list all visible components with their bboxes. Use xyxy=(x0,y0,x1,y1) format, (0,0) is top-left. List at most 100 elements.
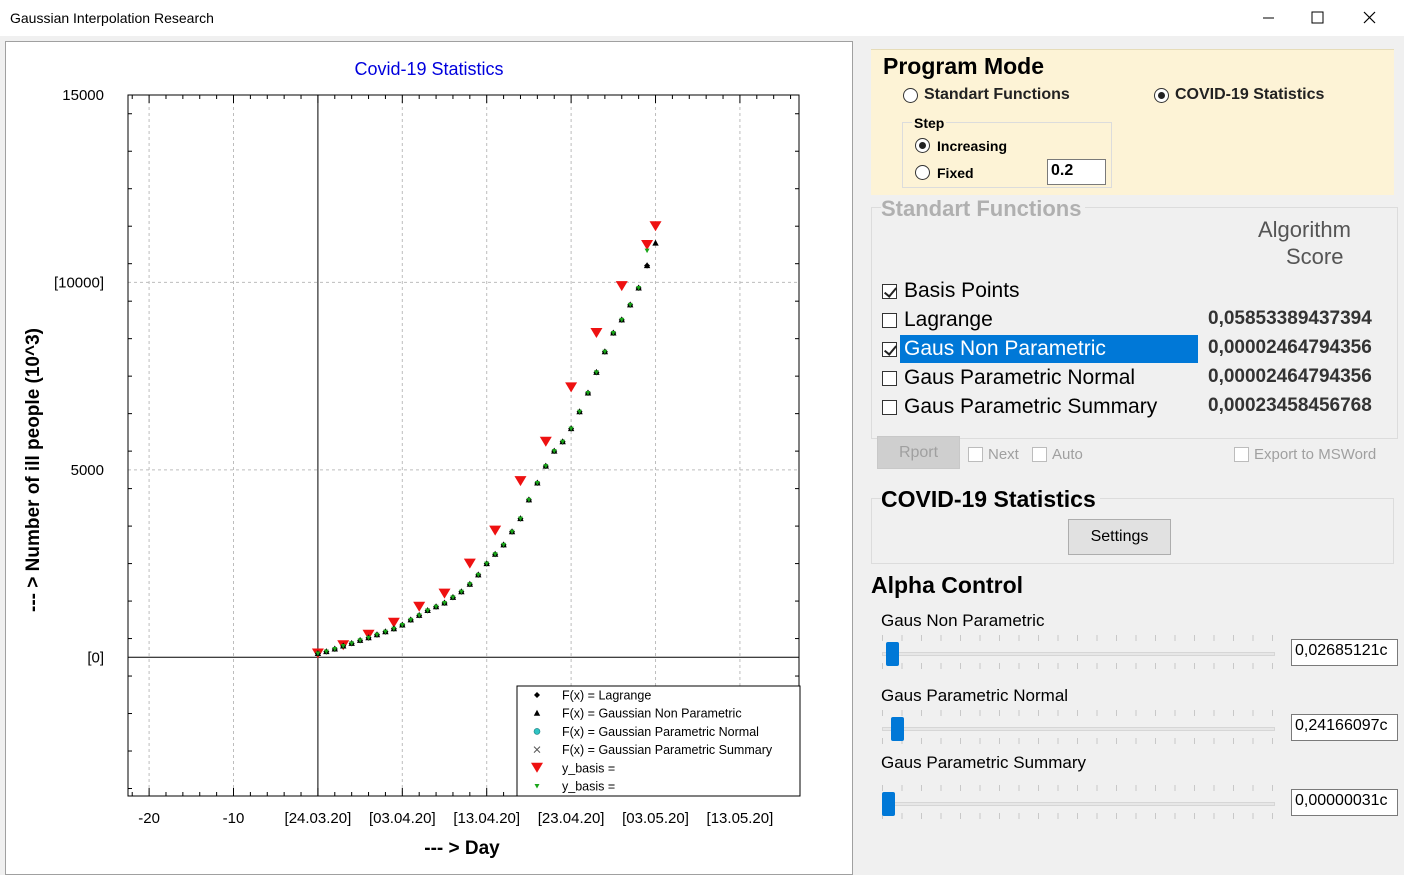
step-title: Step xyxy=(912,115,947,131)
alpha-slider-ticks xyxy=(882,663,1275,669)
alpha-slider-track[interactable] xyxy=(882,652,1275,656)
data-point xyxy=(458,589,464,595)
x-tick-label: [03.05.20] xyxy=(622,810,689,827)
legend-marker xyxy=(533,746,541,753)
data-point xyxy=(526,497,532,503)
data-point xyxy=(593,370,599,375)
data-point xyxy=(484,561,490,567)
data-point xyxy=(514,476,527,487)
data-point xyxy=(323,649,329,655)
function-label[interactable]: Basis Points xyxy=(904,279,1020,302)
radio-standart-functions-label[interactable]: Standart Functions xyxy=(924,86,1070,103)
program-mode-group: Program Mode Standart Functions COVID-19… xyxy=(871,49,1394,195)
standart-functions-title: Standart Functions xyxy=(881,196,1086,222)
radio-step-increasing-label[interactable]: Increasing xyxy=(937,138,1008,154)
function-checkbox[interactable] xyxy=(882,371,897,386)
alpha-slider-track[interactable] xyxy=(882,727,1275,731)
function-checkbox[interactable] xyxy=(882,313,897,328)
x-tick-label: [13.05.20] xyxy=(707,810,774,827)
data-point xyxy=(399,623,405,628)
alpha-slider-ticks xyxy=(882,738,1275,744)
alpha-slider-label: Gaus Non Parametric xyxy=(881,611,1045,630)
chart-axes xyxy=(127,94,800,797)
alpha-slider-label: Gaus Parametric Summary xyxy=(881,753,1086,772)
auto-checkbox[interactable] xyxy=(1032,447,1047,462)
function-checkbox[interactable] xyxy=(882,284,897,299)
legend-marker xyxy=(533,709,541,716)
radio-step-fixed[interactable] xyxy=(915,165,930,180)
x-axis-label: --- > Day xyxy=(424,838,500,859)
score-header-line1: Algorithm xyxy=(1258,217,1351,242)
step-value-input[interactable]: 0.2 xyxy=(1047,159,1106,185)
program-mode-title: Program Mode xyxy=(883,53,1045,79)
radio-covid-statistics[interactable] xyxy=(1154,88,1169,103)
function-label[interactable]: Lagrange xyxy=(904,308,993,331)
chart-panel: Covid-19 Statistics -20 -10 [24.03.20] [03.… xyxy=(5,41,853,875)
alpha-slider-track[interactable] xyxy=(882,802,1275,806)
data-point xyxy=(602,349,608,355)
data-point xyxy=(649,221,662,232)
close-button[interactable] xyxy=(1350,0,1396,36)
export-msword-checkbox[interactable] xyxy=(1234,447,1249,462)
function-score: 0,00002464794356 xyxy=(1208,366,1372,387)
radio-step-fixed-label[interactable]: Fixed xyxy=(937,165,974,181)
y-tick-label: [10000] xyxy=(54,274,104,291)
data-point xyxy=(509,529,515,535)
minimize-button[interactable] xyxy=(1246,0,1292,36)
data-point xyxy=(577,409,583,415)
alpha-slider-ticks xyxy=(882,710,1275,716)
export-msword-label: Export to MSWord xyxy=(1254,446,1377,463)
alpha-value-input[interactable]: 0,02685121с xyxy=(1291,639,1398,666)
alpha-slider-label: Gaus Parametric Normal xyxy=(881,686,1069,705)
data-point xyxy=(565,382,578,393)
data-point xyxy=(332,647,338,652)
alpha-control-title: Alpha Control xyxy=(871,572,1024,598)
data-point xyxy=(543,464,549,469)
report-button[interactable]: Rport xyxy=(877,436,960,469)
function-label[interactable]: Gaus Non Parametric xyxy=(900,335,1198,363)
data-point xyxy=(568,426,574,432)
data-point xyxy=(590,328,603,339)
data-point xyxy=(315,651,321,657)
data-point xyxy=(610,331,616,336)
data-point xyxy=(534,480,540,486)
alpha-slider-thumb[interactable] xyxy=(891,717,905,741)
y-tick-label: 5000 xyxy=(71,462,104,479)
alpha-value-input[interactable]: 0,24166097с xyxy=(1291,714,1398,741)
function-label[interactable]: Gaus Parametric Normal xyxy=(904,366,1136,389)
alpha-slider-thumb[interactable] xyxy=(885,642,899,666)
score-header-line2: Score xyxy=(1286,244,1344,269)
radio-covid-statistics-label[interactable]: COVID-19 Statistics xyxy=(1175,86,1325,103)
data-point xyxy=(387,617,400,628)
data-point xyxy=(442,600,448,606)
data-point xyxy=(349,641,355,646)
data-point xyxy=(475,572,481,578)
x-tick-label: [13.04.20] xyxy=(453,810,520,827)
x-tick-label: -20 xyxy=(138,810,160,827)
data-point xyxy=(551,449,557,454)
data-point xyxy=(619,317,625,323)
data-point xyxy=(560,439,566,445)
chart-title: Covid-19 Statistics xyxy=(354,59,503,79)
data-point xyxy=(636,286,642,291)
function-checkbox[interactable] xyxy=(882,400,897,415)
data-point xyxy=(501,542,507,548)
chart-grid xyxy=(128,95,799,796)
legend-frame xyxy=(516,685,801,797)
legend-entry: y_basis = xyxy=(562,761,615,775)
alpha-value-input[interactable]: 0,00000031с xyxy=(1291,789,1398,816)
alpha-slider-thumb[interactable] xyxy=(882,792,895,816)
function-score: 0,05853389437394 xyxy=(1208,308,1372,329)
close-icon xyxy=(1363,11,1376,24)
radio-standart-functions[interactable] xyxy=(903,88,918,103)
x-tick-label: [03.04.20] xyxy=(369,810,436,827)
radio-step-increasing[interactable] xyxy=(915,138,930,153)
function-checkbox[interactable] xyxy=(882,342,897,357)
next-checkbox[interactable] xyxy=(968,447,983,462)
settings-button[interactable]: Settings xyxy=(1068,519,1171,555)
maximize-button[interactable] xyxy=(1294,0,1340,36)
legend-entry: F(x) = Gaussian Parametric Normal xyxy=(562,725,759,739)
legend-marker xyxy=(531,762,543,773)
function-label[interactable]: Gaus Parametric Summary xyxy=(904,395,1158,418)
auto-checkbox-label: Auto xyxy=(1052,446,1083,463)
